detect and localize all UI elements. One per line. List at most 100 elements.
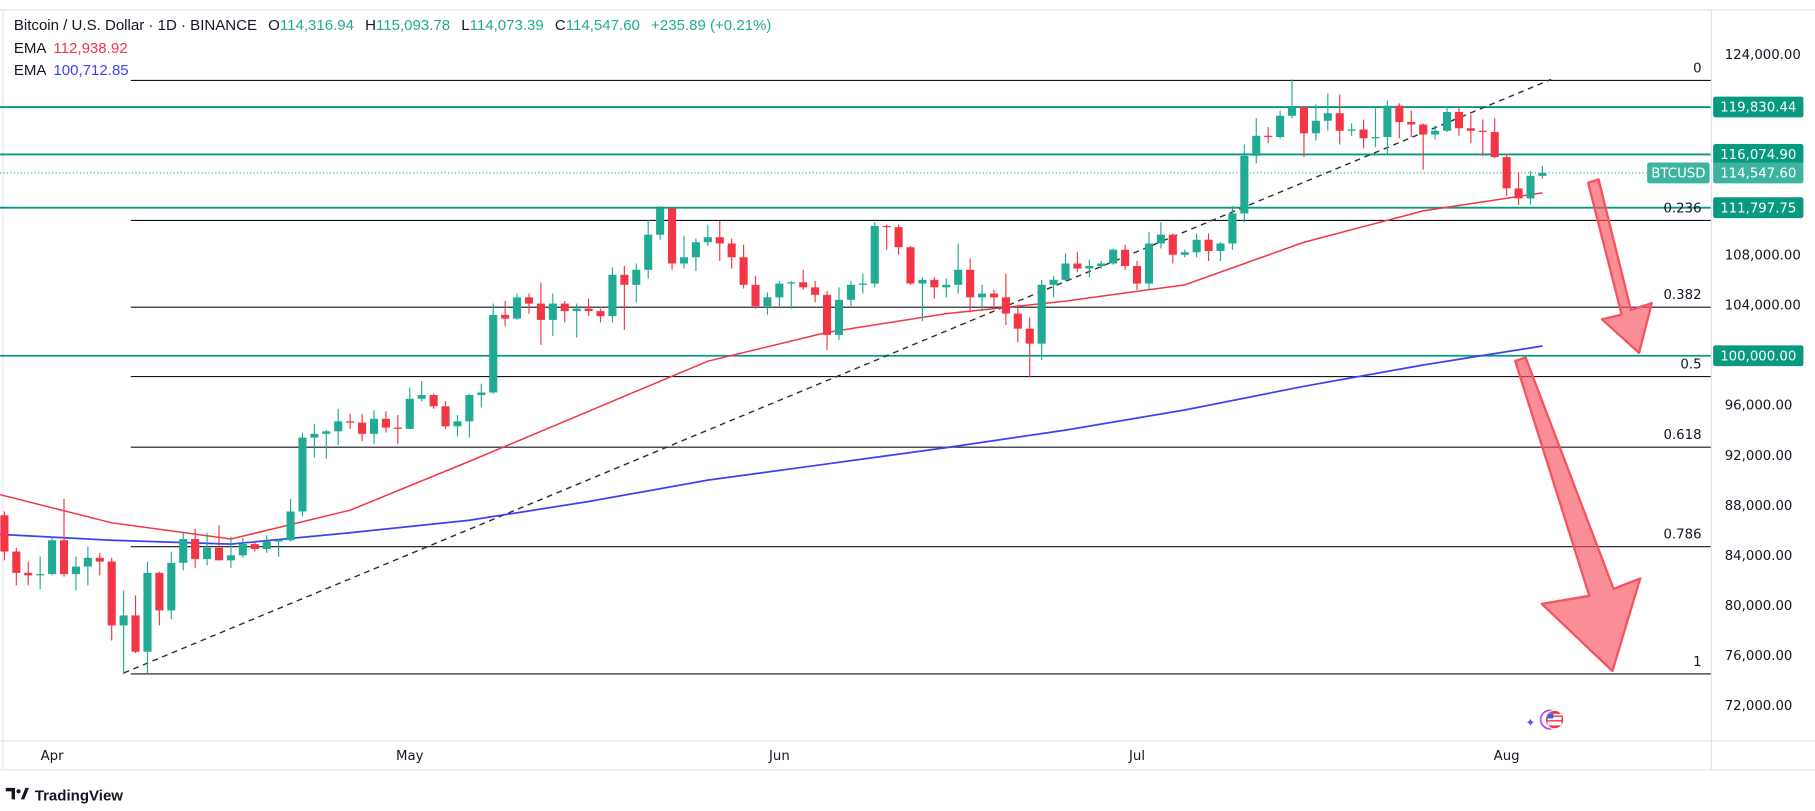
price-tick-label: 104,000.00 (1725, 298, 1801, 313)
candle (989, 289, 999, 307)
candle-body (739, 257, 748, 285)
price-tick-label: 72,000.00 (1725, 699, 1793, 714)
price-tick-label: 80,000.00 (1725, 599, 1793, 614)
candle (1442, 105, 1452, 133)
candle-body (346, 421, 355, 423)
candle (715, 220, 724, 262)
horizontal-levels[interactable] (0, 106, 1711, 357)
candle (71, 556, 80, 591)
candle (524, 293, 534, 314)
candle-body (989, 293, 999, 298)
candle-body (703, 237, 712, 243)
fib-level-label: 0.382 (1663, 288, 1701, 303)
candle-body (1240, 155, 1249, 214)
candle (930, 277, 939, 299)
candle-body (942, 284, 951, 288)
candle (584, 298, 593, 317)
time-axis[interactable]: Apr May Jun Jul Aug (41, 749, 1520, 764)
last-price-badge-label: 114,547.60 (1720, 167, 1796, 182)
candle (1180, 249, 1189, 258)
candle-body (36, 574, 45, 576)
candle-body (620, 274, 629, 285)
tradingview-logo[interactable]: TradingView (5, 788, 124, 805)
candle-body (1478, 130, 1487, 133)
candle-body (12, 551, 21, 573)
candle (918, 277, 927, 322)
symbol-title[interactable]: Bitcoin / U.S. Dollar · 1D · BINANCE (14, 17, 257, 34)
candle-body (966, 269, 975, 298)
candle-body (477, 392, 486, 396)
price-tick-label: 96,000.00 (1725, 399, 1793, 414)
candle-body (775, 283, 784, 298)
candle (656, 205, 665, 240)
price-axis[interactable]: 124,000.00 108,000.00 104,000.00 96,000.00 9… (1725, 48, 1801, 714)
candle-body (596, 311, 605, 317)
ema-fast-line (0, 192, 1543, 540)
candle (322, 430, 331, 459)
candle-body (1132, 266, 1142, 284)
candle (966, 258, 975, 313)
candle-body (155, 572, 164, 611)
candle (477, 383, 486, 408)
candle-body (632, 269, 641, 285)
ema-slow-line (0, 345, 1543, 545)
candle (465, 393, 474, 438)
candle (691, 238, 700, 272)
candle (1287, 79, 1297, 119)
candle-body (846, 284, 855, 300)
candle (739, 244, 748, 289)
candle-body (48, 540, 57, 575)
candle (143, 561, 152, 674)
down-arrow-annotation-small[interactable] (1586, 178, 1653, 355)
candle (751, 276, 760, 309)
candle (1383, 100, 1392, 154)
candle (727, 238, 736, 269)
candle (1431, 125, 1440, 140)
candle-body (1061, 263, 1070, 280)
candle-body (1407, 122, 1416, 125)
candle (167, 551, 176, 620)
candles (0, 79, 1547, 675)
candle-body (1156, 234, 1165, 244)
candle (346, 413, 355, 429)
candle-body (1383, 105, 1392, 138)
candle (95, 552, 104, 576)
price-badge (1713, 345, 1804, 367)
events-icon[interactable]: ✦ (1526, 709, 1565, 730)
candle (536, 282, 545, 345)
candle-body (107, 561, 116, 626)
candle (131, 595, 140, 654)
candle-body (787, 282, 796, 284)
close-value: 114,547.60 (566, 17, 640, 34)
price-tick-label: 84,000.00 (1725, 549, 1793, 564)
candle-body (1073, 263, 1082, 269)
candle (1478, 119, 1487, 156)
down-arrow-annotation-large[interactable] (1514, 356, 1642, 673)
trendline[interactable] (123, 78, 1552, 674)
candle (1001, 273, 1010, 325)
candle-body (608, 274, 617, 317)
candle (894, 224, 903, 255)
ema-fast-label: EMA (14, 40, 47, 57)
candle-body (524, 297, 534, 304)
fibonacci-labels: 0 0.236 0.382 0.5 0.618 0.786 1 (1663, 61, 1701, 669)
candle-body (644, 234, 653, 270)
candle (417, 381, 426, 402)
candle (763, 292, 772, 315)
candle (453, 415, 462, 437)
candle (1121, 244, 1130, 270)
price-badge (1713, 197, 1804, 219)
candle (882, 224, 891, 250)
candle-body (560, 303, 569, 312)
fibonacci-retracement[interactable] (130, 79, 1711, 675)
tradingview-wordmark: TradingView (35, 788, 124, 805)
time-tick-label: Aug (1494, 749, 1520, 764)
candle-body (727, 243, 736, 258)
plot-area[interactable]: 0 0.236 0.382 0.5 0.618 0.786 1 ✦ (0, 61, 1711, 730)
price-badge-label: 116,074.90 (1720, 148, 1796, 163)
candle-body (584, 308, 593, 312)
fib-level-label: 0.236 (1663, 201, 1701, 216)
candle-body (1097, 263, 1106, 267)
